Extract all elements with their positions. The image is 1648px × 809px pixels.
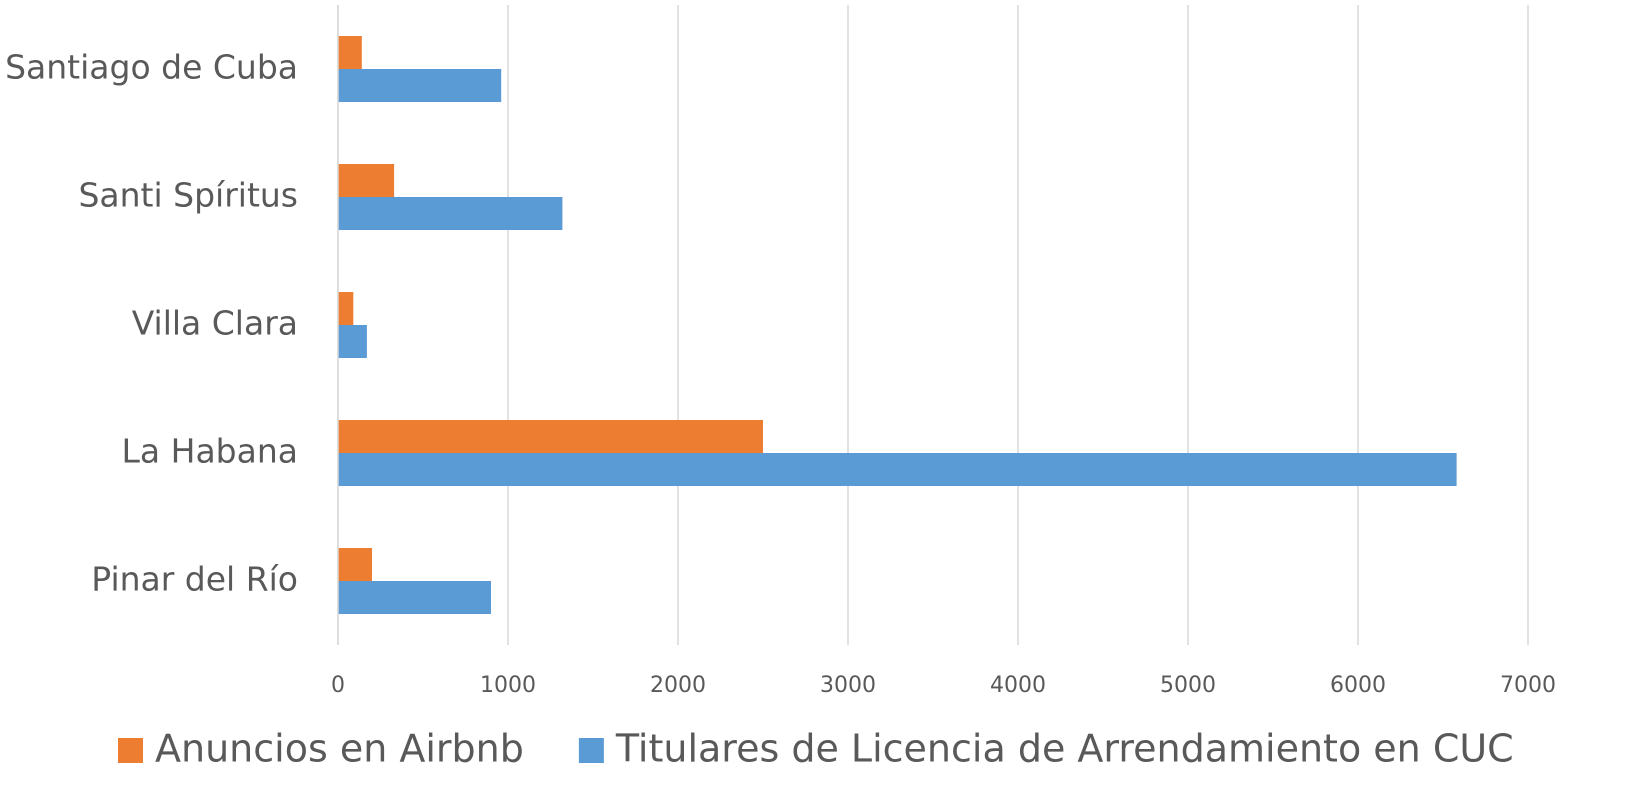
- y-tick-label: Pinar del Río: [91, 560, 298, 599]
- y-tick-label: Villa Clara: [132, 304, 298, 343]
- bar: [338, 548, 372, 581]
- x-tick-label: 0: [331, 673, 345, 698]
- bar: [338, 69, 502, 102]
- x-tick-label: 5000: [1160, 673, 1216, 698]
- x-tick-label: 2000: [650, 673, 706, 698]
- bar: [338, 453, 1457, 486]
- legend-swatch: [118, 738, 143, 763]
- legend-swatch: [578, 738, 604, 763]
- x-tick-label: 1000: [480, 673, 536, 698]
- y-tick-label: Santiago de Cuba: [5, 48, 298, 87]
- bar: [338, 164, 395, 197]
- bar: [338, 581, 491, 614]
- x-tick-label: 4000: [990, 673, 1046, 698]
- bar: [338, 420, 763, 453]
- bar: [338, 292, 354, 325]
- x-tick-label: 3000: [820, 673, 876, 698]
- bar: [338, 325, 367, 358]
- x-tick-label: 6000: [1330, 673, 1386, 698]
- y-tick-label: La Habana: [122, 432, 298, 471]
- x-tick-label: 7000: [1500, 673, 1556, 698]
- bar: [338, 36, 362, 69]
- legend-label: Titulares de Licencia de Arrendamiento e…: [615, 727, 1514, 771]
- y-tick-label: Santi Spíritus: [78, 176, 298, 215]
- bar: [338, 197, 563, 230]
- legend-label: Anuncios en Airbnb: [155, 727, 524, 771]
